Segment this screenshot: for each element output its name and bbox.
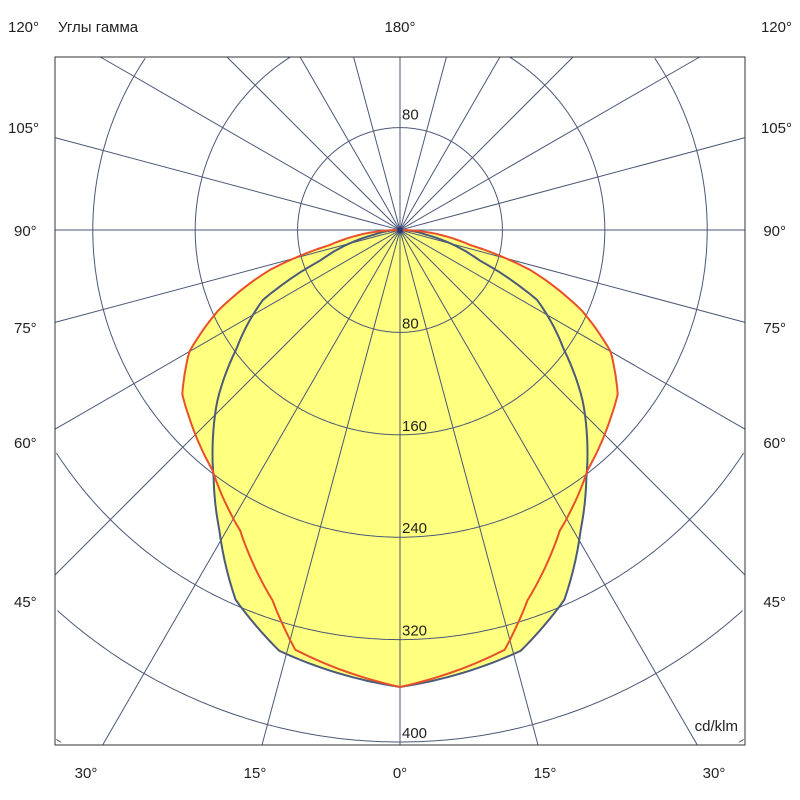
angle-label-top-right: 120° bbox=[761, 19, 792, 36]
grid-spoke bbox=[353, 56, 539, 746]
plot-frame bbox=[54, 56, 746, 746]
grid-ring bbox=[194, 56, 606, 436]
angle-label-bottom: 30° bbox=[703, 765, 726, 782]
chart-title: Углы гамма bbox=[58, 19, 139, 36]
angle-label-bottom: 15° bbox=[534, 765, 557, 782]
ring-label: 80 bbox=[402, 315, 419, 332]
angle-label-left: 45° bbox=[14, 594, 37, 611]
angle-label-bottom: 0° bbox=[393, 765, 407, 782]
grid-ring bbox=[56, 452, 744, 641]
grid-spoke bbox=[54, 56, 574, 576]
grid-spoke bbox=[102, 56, 501, 746]
ring-label: 160 bbox=[402, 418, 427, 435]
angle-label-right: 105° bbox=[761, 120, 792, 137]
angle-label-left: 60° bbox=[14, 435, 37, 452]
grid-spoke bbox=[226, 56, 746, 576]
angle-label-top-center: 180° bbox=[384, 19, 415, 36]
grid-spoke bbox=[100, 56, 746, 430]
angle-label-right: 90° bbox=[763, 223, 786, 240]
unit-label: cd/klm bbox=[695, 718, 738, 735]
angle-label-right: 60° bbox=[763, 435, 786, 452]
ring-label-top: 80 bbox=[402, 107, 419, 124]
angle-label-left: 105° bbox=[8, 120, 39, 137]
grid-spoke bbox=[54, 56, 700, 430]
angle-label-right: 75° bbox=[763, 320, 786, 337]
grid-ring bbox=[92, 57, 708, 538]
ring-label: 320 bbox=[402, 623, 427, 640]
angle-label-top-left: 120° bbox=[8, 19, 39, 36]
center-point bbox=[397, 227, 403, 233]
angle-label-left: 90° bbox=[14, 223, 37, 240]
ring-label: 400 bbox=[402, 725, 427, 742]
grid-spoke bbox=[261, 56, 447, 746]
angle-label-left: 75° bbox=[14, 320, 37, 337]
grid-ring bbox=[56, 738, 744, 743]
angle-label-right: 45° bbox=[763, 594, 786, 611]
ring-label: 240 bbox=[402, 520, 427, 537]
grid-ring bbox=[57, 610, 743, 743]
grid-spoke bbox=[299, 56, 698, 746]
angle-label-bottom: 30° bbox=[75, 765, 98, 782]
intensity-curve-1 bbox=[181, 228, 619, 689]
angle-label-bottom: 15° bbox=[244, 765, 267, 782]
